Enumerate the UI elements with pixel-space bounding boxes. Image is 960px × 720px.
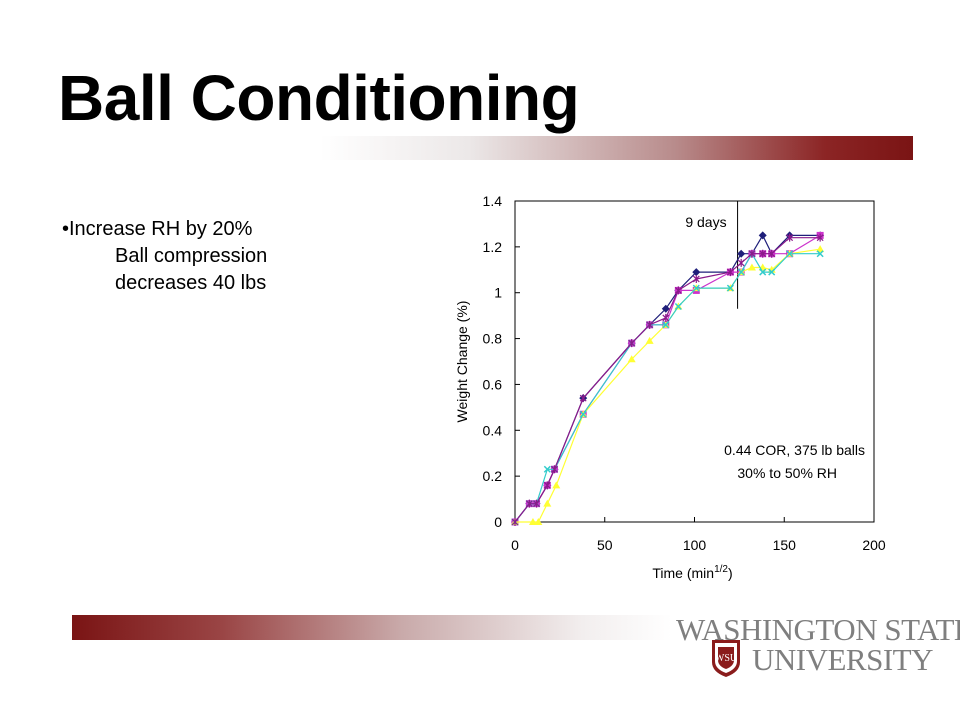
seal-letters: WSU — [715, 653, 738, 664]
series-3-point — [552, 481, 561, 489]
series-3-point — [627, 355, 636, 363]
y-tick-label: 0.2 — [483, 468, 503, 484]
series-5-point — [768, 249, 776, 258]
wsu-seal-icon: WSU — [712, 640, 740, 677]
series-5-point — [551, 465, 558, 474]
bullet-list: •Increase RH by 20% Ball compression dec… — [62, 216, 267, 297]
note-line-2: 30% to 50% RH — [737, 465, 837, 481]
series-4-point — [726, 284, 734, 292]
series-4-point — [692, 284, 700, 292]
series-5-point — [692, 274, 700, 283]
series-5-point — [533, 499, 540, 508]
series-4-point — [543, 465, 551, 473]
series-5-point — [737, 258, 745, 267]
series-4-line — [514, 252, 821, 523]
series-3-point — [747, 263, 756, 271]
note-line-1: 0.44 COR, 375 lb balls — [724, 442, 865, 458]
x-tick-label: 50 — [597, 537, 613, 553]
x-tick-label: 100 — [683, 537, 707, 553]
bullet-sub-2: decreases 40 lbs — [115, 272, 267, 294]
series-5-point — [816, 233, 824, 242]
x-tick-label: 200 — [862, 537, 886, 553]
title-accent-bar — [320, 136, 913, 160]
series-5-point — [726, 268, 734, 277]
series-4-point — [759, 268, 767, 276]
bullet-main: •Increase RH by 20% — [62, 218, 253, 240]
series-5-line — [514, 237, 821, 523]
series-5-point — [579, 394, 587, 403]
series-4-point — [662, 321, 670, 329]
series-3-line — [515, 248, 821, 523]
series-3-point — [816, 245, 825, 253]
series-5-point — [662, 313, 670, 322]
series-5-point — [674, 286, 682, 295]
x-tick-label: 0 — [511, 537, 519, 553]
series-4-point — [816, 250, 824, 258]
series-5-point — [511, 518, 519, 526]
weight-change-chart: 0 0.2 0.4 0.6 0.8 1 1.2 1.4 0 50 100 150 200 Weight C… — [454, 193, 886, 581]
slide-title: Ball Conditioning — [58, 62, 580, 134]
series-3-point — [543, 499, 552, 507]
footer-accent-bar — [72, 615, 672, 640]
series-3-point — [534, 518, 543, 525]
series-5-point — [525, 499, 533, 508]
series-5-point — [786, 233, 794, 242]
series-5-point — [543, 481, 551, 490]
series-5-point — [748, 249, 756, 258]
series-3-point — [645, 336, 654, 344]
series-4-point — [737, 268, 745, 276]
series-3-point — [528, 518, 537, 525]
series-1-point — [737, 249, 746, 258]
series-5-point — [628, 339, 636, 348]
series-1-point — [758, 231, 767, 240]
y-tick-label: 1.4 — [483, 193, 503, 209]
series-4-point — [674, 302, 682, 311]
series-4-point — [786, 250, 794, 258]
x-tick-label: 150 — [773, 537, 797, 553]
bullet-sub-1: Ball compression — [115, 245, 268, 267]
wsu-logo: WASHINGTON STATE WSU UNIVERSITY — [676, 612, 960, 692]
y-tick-label: 0.8 — [483, 331, 503, 347]
y-tick-label: 0 — [494, 514, 502, 530]
series-5-point — [759, 249, 767, 258]
y-tick-label: 0.4 — [483, 422, 503, 438]
y-tick-label: 1 — [494, 285, 502, 301]
logo-line-2: UNIVERSITY — [716, 642, 934, 678]
y-axis-label: Weight Change (%) — [454, 301, 470, 423]
y-tick-label: 1.2 — [483, 239, 503, 255]
nine-days-label: 9 days — [685, 214, 726, 230]
series-5-point — [646, 320, 654, 329]
series-4-point — [768, 268, 776, 276]
logo-line-2-text: UNIVERSITY — [752, 642, 934, 677]
series-1-point — [661, 304, 670, 313]
x-axis-label: Time (min1/2) — [652, 564, 732, 581]
y-tick-label: 0.6 — [483, 376, 503, 392]
series-4-point — [579, 410, 587, 418]
